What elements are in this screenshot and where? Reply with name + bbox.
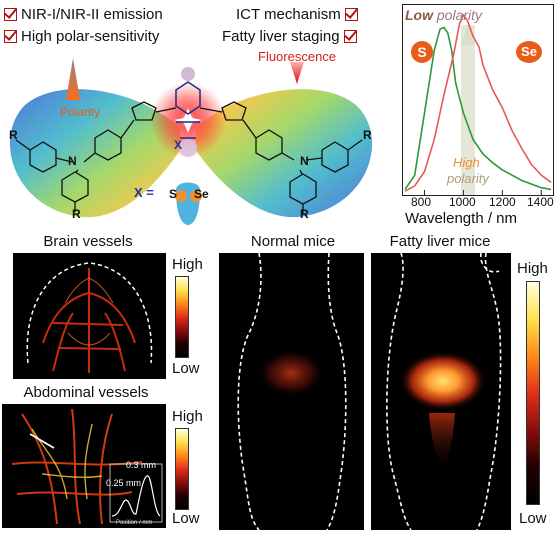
abdominal-colorbar	[175, 428, 189, 510]
spectrum-svg	[404, 13, 552, 195]
check-icon	[4, 8, 17, 21]
check-icon	[344, 8, 358, 21]
profile-width-label: 0.3 mm	[126, 460, 157, 470]
x-tick-label: 800	[411, 195, 432, 209]
profile-line	[29, 433, 55, 449]
n-label: N	[68, 154, 77, 168]
feature-polar: High polar-sensitivity	[4, 28, 159, 45]
star-icon	[174, 108, 202, 133]
r-label: R	[300, 207, 309, 221]
high-polarity-word: polarity	[447, 171, 489, 186]
liver-signal	[399, 351, 487, 411]
fluorescence-label: Fluorescence	[258, 49, 337, 64]
abdominal-low-label: Low	[172, 510, 200, 527]
polarity-shift-band	[461, 25, 475, 195]
mice-low-label: Low	[519, 510, 547, 527]
normal-mice-svg	[237, 252, 347, 531]
series-line-s	[404, 26, 552, 191]
x-tick-label: 1200	[489, 195, 516, 209]
normal-mice-image	[219, 252, 364, 531]
brain-title: Brain vessels	[43, 233, 133, 250]
feature-nir: NIR-I/NIR-II emission	[4, 6, 163, 23]
polarity-arrow	[66, 58, 80, 100]
high-word: High	[453, 155, 480, 170]
profile-width-label: 0.25 mm	[106, 478, 142, 488]
mice-high-label: High	[517, 260, 548, 277]
feature-label: ICT mechanism	[236, 6, 341, 23]
series-line-se	[404, 13, 552, 192]
r-label: R	[9, 128, 18, 142]
x-tick-labels: 800 1000 1200 1400	[401, 195, 554, 211]
r-label: R	[72, 207, 81, 221]
profile-inset	[109, 463, 163, 523]
x-tick-label: 1000	[449, 195, 476, 209]
r-label: R	[363, 128, 372, 142]
polarity-shift-arrow	[461, 25, 475, 45]
x-option-se: Se	[194, 187, 209, 201]
check-icon	[343, 30, 357, 43]
feature-label: NIR-I/NIR-II emission	[21, 6, 163, 23]
right-lobe	[196, 89, 373, 218]
fluorescence-arrow	[290, 62, 304, 84]
molecule-illustration	[10, 58, 373, 225]
polarity-label: Polarity	[60, 105, 101, 119]
normal-mice-title: Normal mice	[250, 233, 336, 250]
feature-label: High polar-sensitivity	[21, 28, 160, 45]
x-core-label: X	[174, 138, 183, 152]
polarity-word: polarity	[433, 7, 483, 23]
spectrum-chart: Low polarity S Se High polarity	[402, 4, 554, 196]
x-equals-label: X =	[134, 185, 154, 200]
s-badge: S	[411, 41, 433, 63]
n-label: N	[300, 154, 309, 168]
se-badge: Se	[516, 41, 542, 63]
feature-fatty: Fatty liver staging	[222, 28, 357, 45]
feature-ict: ICT mechanism	[236, 6, 358, 23]
brain-colorbar	[175, 276, 189, 358]
brain-vessels-svg	[26, 262, 153, 373]
brain-low-label: Low	[172, 360, 200, 377]
feature-label: Fatty liver staging	[222, 28, 340, 45]
fatty-mice-image	[371, 252, 511, 531]
x-axis-label: Wavelength / nm	[405, 210, 517, 227]
fatty-mice-svg	[386, 252, 502, 531]
mice-colorbar	[526, 281, 540, 505]
abdominal-title: Abdominal vessels	[23, 384, 149, 401]
liver-signal	[257, 349, 325, 397]
abdominal-image: 0.3 mm 0.25 mm Position / mm	[2, 404, 166, 528]
check-icon	[4, 30, 17, 43]
profile-axis-label: Position / mm	[116, 520, 153, 526]
brain-high-label: High	[172, 256, 203, 273]
abdominal-high-label: High	[172, 408, 203, 425]
abdominal-vessels-svg	[11, 408, 163, 525]
low-polarity-label: Low polarity	[405, 7, 482, 23]
fatty-mice-title: Fatty liver mice	[389, 233, 491, 250]
low-word: Low	[405, 7, 433, 23]
profile-curve	[111, 475, 161, 517]
brain-image	[13, 253, 166, 379]
x-option-s: S	[169, 187, 178, 201]
x-tick-label: 1400	[527, 195, 554, 209]
